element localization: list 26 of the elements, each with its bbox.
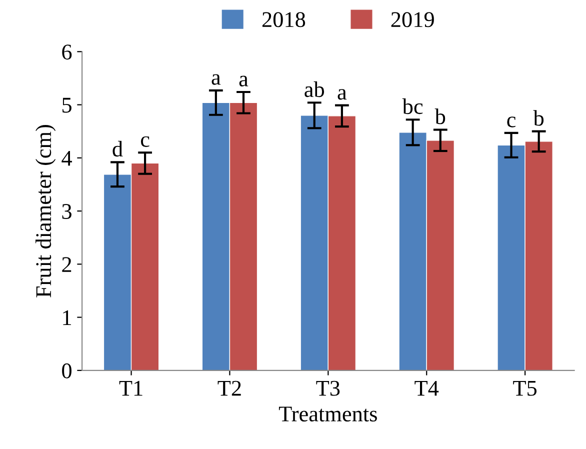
y-tick-label: 0 xyxy=(62,363,72,378)
data-label: c xyxy=(140,136,150,148)
data-label: b xyxy=(434,108,446,124)
data-label: d xyxy=(112,140,123,157)
legend-label: 2019 xyxy=(391,12,434,28)
data-label: bc xyxy=(402,98,423,114)
data-label: a xyxy=(212,74,221,85)
y-axis-title: Fruit diameter (cm) xyxy=(36,125,56,298)
x-tick-label: T4 xyxy=(414,380,439,396)
x-tick-label: T5 xyxy=(513,381,537,396)
data-label: c xyxy=(507,116,516,128)
y-tick-label: 2 xyxy=(62,257,72,272)
y-tick-label: 1 xyxy=(63,310,71,326)
data-label: a xyxy=(338,89,347,100)
y-tick-label: 3 xyxy=(62,204,72,219)
data-label: b xyxy=(533,110,544,126)
data-label: a xyxy=(239,76,248,86)
y-tick-label: 4 xyxy=(62,150,72,166)
x-tick-label: T3 xyxy=(316,380,340,396)
y-tick-label: 5 xyxy=(62,98,72,113)
x-axis-title: Treatments xyxy=(278,406,377,422)
legend-label: 2018 xyxy=(262,12,306,28)
x-tick-label: T1 xyxy=(119,380,142,396)
y-tick-label: 6 xyxy=(62,44,72,60)
x-tick-label: T2 xyxy=(218,380,241,396)
data-label: ab xyxy=(304,81,324,98)
